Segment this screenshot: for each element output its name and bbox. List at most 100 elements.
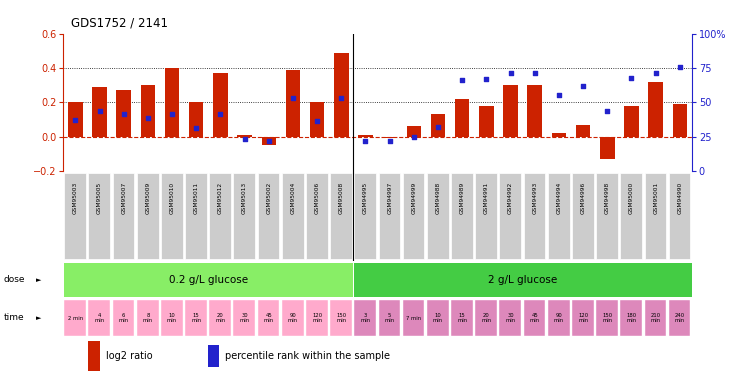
Text: GSM95013: GSM95013	[242, 182, 247, 214]
Text: 150
min: 150 min	[336, 313, 347, 323]
Text: GDS1752 / 2141: GDS1752 / 2141	[71, 17, 167, 30]
FancyBboxPatch shape	[257, 300, 280, 336]
Text: 30
min: 30 min	[505, 313, 516, 323]
Text: 45
min: 45 min	[263, 313, 274, 323]
Bar	[503, 85, 518, 136]
FancyBboxPatch shape	[234, 173, 255, 259]
Text: GSM95008: GSM95008	[339, 182, 344, 214]
FancyBboxPatch shape	[644, 300, 667, 336]
FancyBboxPatch shape	[403, 173, 425, 259]
Bar	[237, 135, 251, 136]
Text: GSM94993: GSM94993	[532, 182, 537, 214]
Bar	[431, 114, 445, 136]
FancyBboxPatch shape	[354, 263, 693, 297]
Text: 6
min: 6 min	[118, 313, 129, 323]
Bar	[479, 106, 494, 136]
Text: 0.2 g/L glucose: 0.2 g/L glucose	[169, 275, 248, 285]
Text: 10
min: 10 min	[433, 313, 443, 323]
FancyBboxPatch shape	[257, 173, 280, 259]
Text: 180
min: 180 min	[626, 313, 637, 323]
FancyBboxPatch shape	[209, 173, 231, 259]
FancyBboxPatch shape	[572, 173, 594, 259]
Text: 15
min: 15 min	[457, 313, 467, 323]
Bar	[455, 99, 469, 136]
Text: dose: dose	[4, 276, 25, 285]
Text: GSM95001: GSM95001	[653, 182, 658, 214]
FancyBboxPatch shape	[427, 300, 449, 336]
FancyBboxPatch shape	[330, 300, 352, 336]
Point	[287, 94, 299, 100]
Bar	[89, 341, 100, 371]
FancyBboxPatch shape	[306, 173, 328, 259]
FancyBboxPatch shape	[620, 300, 642, 336]
Bar	[92, 87, 107, 136]
Text: GSM94998: GSM94998	[605, 182, 610, 214]
Point	[481, 76, 493, 82]
Point	[456, 77, 468, 83]
FancyBboxPatch shape	[161, 300, 183, 336]
Point	[601, 108, 613, 114]
Text: GSM95010: GSM95010	[170, 182, 175, 214]
Text: 10
min: 10 min	[167, 313, 177, 323]
Bar	[600, 136, 615, 159]
Text: 20
min: 20 min	[481, 313, 492, 323]
Bar	[552, 133, 566, 136]
Point	[674, 64, 686, 70]
FancyBboxPatch shape	[499, 173, 522, 259]
FancyBboxPatch shape	[112, 300, 135, 336]
Bar	[576, 124, 591, 136]
Point	[263, 138, 275, 144]
Text: GSM95006: GSM95006	[315, 182, 320, 214]
FancyBboxPatch shape	[572, 300, 594, 336]
FancyBboxPatch shape	[282, 300, 304, 336]
Bar	[141, 85, 155, 136]
FancyBboxPatch shape	[451, 300, 473, 336]
Bar	[310, 102, 324, 136]
Point	[384, 138, 396, 144]
Text: GSM94997: GSM94997	[387, 182, 392, 214]
Point	[190, 125, 202, 131]
FancyBboxPatch shape	[137, 300, 158, 336]
Text: 120
min: 120 min	[312, 313, 322, 323]
Text: GSM95009: GSM95009	[145, 182, 150, 214]
Bar	[208, 345, 219, 368]
Bar	[527, 85, 542, 136]
Point	[166, 111, 178, 117]
Text: time: time	[4, 314, 25, 322]
Text: ►: ►	[36, 277, 41, 283]
Text: 210
min: 210 min	[650, 313, 661, 323]
FancyBboxPatch shape	[354, 173, 376, 259]
Bar	[382, 136, 397, 138]
FancyBboxPatch shape	[137, 173, 158, 259]
FancyBboxPatch shape	[185, 300, 207, 336]
Text: GSM94990: GSM94990	[677, 182, 682, 214]
Bar	[214, 73, 228, 136]
Text: 15
min: 15 min	[191, 313, 202, 323]
Text: GSM95011: GSM95011	[193, 182, 199, 214]
Point	[94, 108, 106, 114]
Point	[577, 83, 589, 89]
Bar	[68, 102, 83, 136]
FancyBboxPatch shape	[64, 263, 353, 297]
FancyBboxPatch shape	[475, 300, 497, 336]
Text: 120
min: 120 min	[578, 313, 589, 323]
Text: 240
min: 240 min	[675, 313, 685, 323]
FancyBboxPatch shape	[524, 173, 545, 259]
FancyBboxPatch shape	[64, 300, 86, 336]
Text: percentile rank within the sample: percentile rank within the sample	[225, 351, 391, 361]
Text: GSM94992: GSM94992	[508, 182, 513, 214]
FancyBboxPatch shape	[282, 173, 304, 259]
Point	[239, 136, 251, 142]
Point	[69, 117, 81, 123]
Text: GSM94994: GSM94994	[557, 182, 562, 214]
Text: 7 min: 7 min	[406, 315, 421, 321]
Text: 8
min: 8 min	[143, 313, 153, 323]
FancyBboxPatch shape	[354, 300, 376, 336]
FancyBboxPatch shape	[185, 173, 207, 259]
FancyBboxPatch shape	[112, 173, 135, 259]
Bar	[165, 68, 179, 136]
FancyBboxPatch shape	[548, 300, 570, 336]
Bar	[673, 104, 687, 136]
Text: 30
min: 30 min	[240, 313, 250, 323]
Text: log2 ratio: log2 ratio	[106, 351, 153, 361]
